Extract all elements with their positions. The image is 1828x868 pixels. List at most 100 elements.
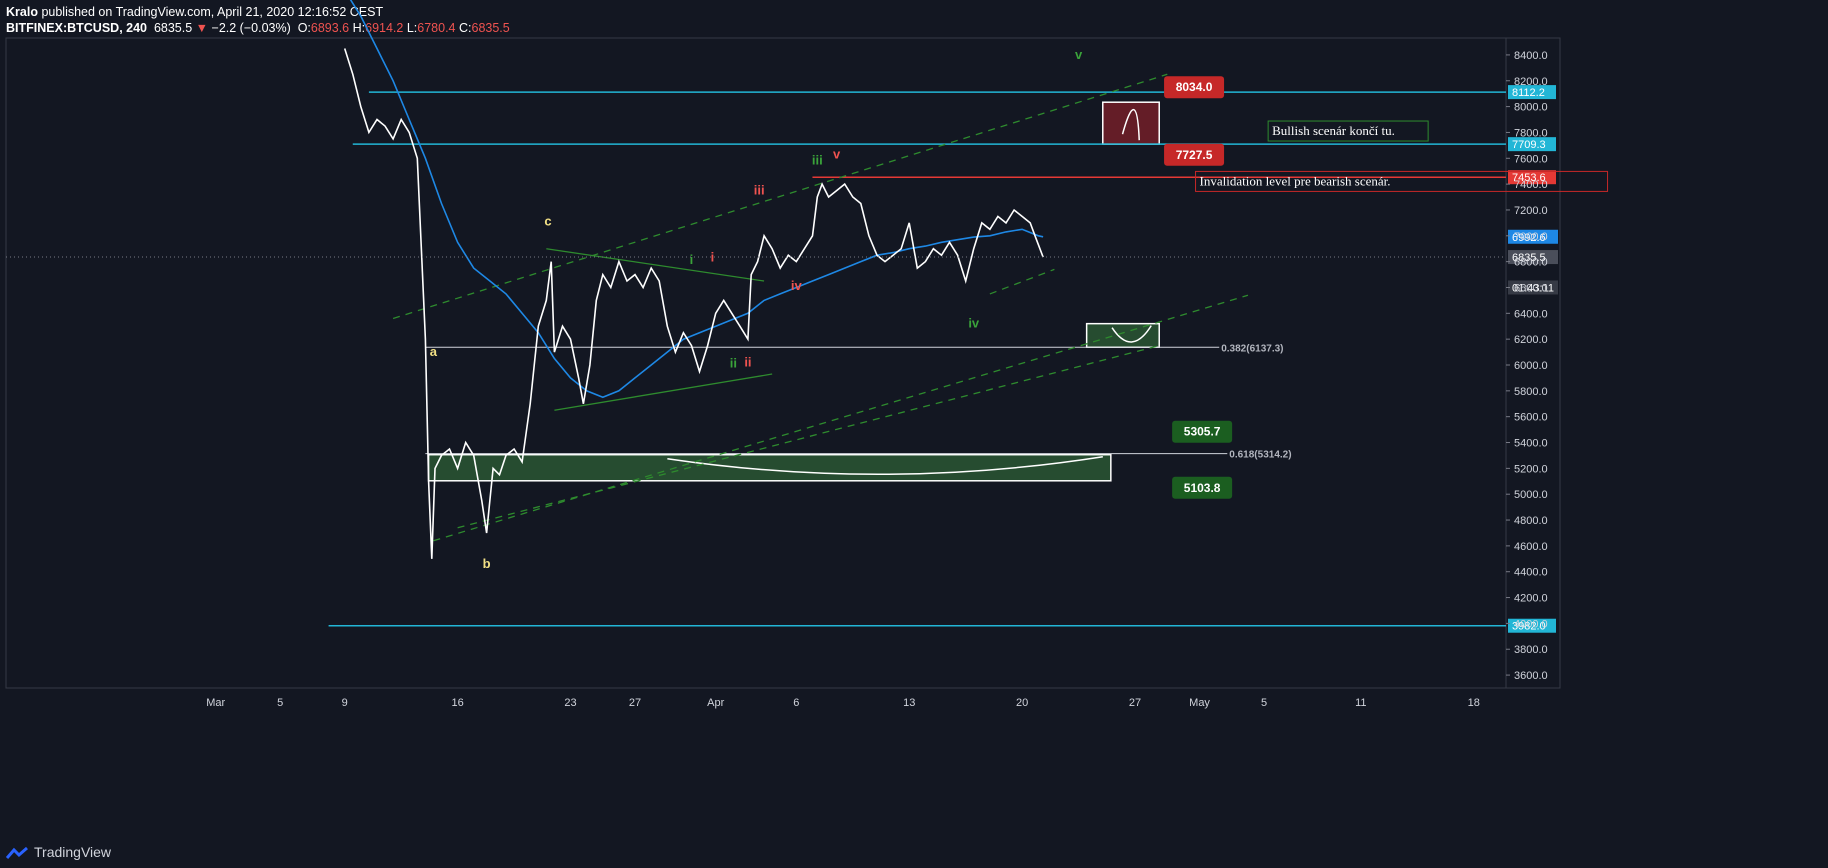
axis-tag-label: 6835.5 — [1512, 252, 1546, 264]
y-tick-label: 5000.0 — [1514, 489, 1548, 501]
axes-layer: 8400.0 8200.0 8000.0 7800.0 7600.0 7400.0 7200… — [6, 50, 1548, 709]
x-tick-label: Mar — [206, 697, 225, 709]
y-tick-label: 4600.0 — [1514, 541, 1548, 553]
wave-label: ii — [730, 356, 737, 371]
wave-label: b — [483, 556, 491, 571]
low-value: 6780.4 — [417, 21, 456, 35]
tradingview-logo-icon — [6, 846, 28, 859]
trend-line — [457, 344, 1160, 529]
trendlines-layer — [392, 73, 1249, 542]
y-tick-label: 7200.0 — [1514, 205, 1548, 217]
y-tick-label: 8400.0 — [1514, 50, 1548, 62]
symbol-label[interactable]: BITFINEX:BTCUSD, 240 — [6, 21, 147, 35]
callout-box — [1172, 476, 1233, 499]
trend-line — [433, 294, 1249, 542]
callout-label: 5305.7 — [1184, 425, 1221, 439]
y-tick-label: 7400.0 — [1514, 179, 1548, 191]
x-tick-label: 27 — [629, 697, 641, 709]
y-tick-label: 6600.0 — [1514, 282, 1548, 294]
price-level-label: 7709.3 — [1512, 139, 1546, 151]
y-tick-label: 7800.0 — [1514, 127, 1548, 139]
ohlc-legend: BITFINEX:BTCUSD, 240 6835.5 ▼ −2.2 (−0.0… — [6, 21, 510, 35]
x-tick-label: Apr — [707, 697, 724, 709]
y-tick-label: 4200.0 — [1514, 593, 1548, 605]
x-tick-label: 13 — [903, 697, 915, 709]
trend-line — [392, 73, 1168, 320]
change-arrow-icon: ▼ — [195, 21, 209, 35]
wave-label: iv — [791, 278, 803, 293]
callout-box — [1164, 76, 1225, 99]
axis-tag — [1508, 250, 1558, 265]
y-tick-label: 7000.0 — [1514, 231, 1548, 243]
fib-label: 0.618(5314.2) — [1229, 450, 1291, 461]
trend-line — [546, 248, 765, 282]
last-price: 6835.5 — [153, 21, 193, 35]
footer-bar: TradingView — [0, 838, 1828, 868]
callout-box — [1172, 420, 1233, 443]
moving-average-line — [349, 0, 1044, 399]
notes-layer: 8034.0 7727.5 5305.7 5103.8 Bullish scenár k… — [1164, 76, 1609, 499]
fib-label: 0.382(6137.3) — [1221, 343, 1283, 354]
wave-label: i — [711, 250, 715, 265]
target-zone — [1102, 101, 1160, 145]
trend-line — [989, 268, 1055, 295]
published-text: published on TradingView.com, April 21, … — [41, 5, 384, 19]
note-text: Bullish scenár končí tu. — [1272, 123, 1395, 138]
y-tick-label: 6400.0 — [1514, 308, 1548, 320]
x-tick-label: 5 — [1261, 697, 1267, 709]
scenario-arrow — [1121, 108, 1140, 141]
wave-label: ii — [744, 354, 751, 369]
y-tick-label: 5200.0 — [1514, 463, 1548, 475]
x-tick-label: 27 — [1129, 697, 1141, 709]
price-chart[interactable]: 8112.2 7709.3 7453.6 3982.0 6992.6 6835.5 01:4… — [0, 0, 1828, 838]
y-tick-label: 3800.0 — [1514, 644, 1548, 656]
price-level-label: 7453.6 — [1512, 172, 1546, 184]
y-tick-label: 8000.0 — [1514, 102, 1548, 114]
price-change: −2.2 (−0.03%) — [211, 21, 291, 35]
price-level-tag — [1508, 170, 1556, 185]
x-tick-label: 5 — [277, 697, 283, 709]
note-text: Invalidation level pre bearish scenár. — [1200, 173, 1391, 188]
axis-tag-label: 6992.6 — [1512, 232, 1546, 244]
trend-line — [554, 373, 773, 411]
close-label: C: — [459, 21, 472, 35]
low-label: L: — [406, 21, 418, 35]
y-tick-label: 4400.0 — [1514, 567, 1548, 579]
chart-frame — [5, 37, 1561, 689]
y-tick-label: 4000.0 — [1514, 618, 1548, 630]
y-tick-label: 6200.0 — [1514, 334, 1548, 346]
y-tick-label: 6800.0 — [1514, 257, 1548, 269]
high-value: 6914.2 — [365, 21, 404, 35]
axis-tag — [1508, 280, 1558, 295]
x-tick-label: 20 — [1016, 697, 1028, 709]
x-tick-label: 16 — [451, 697, 463, 709]
y-tick-label: 8200.0 — [1514, 76, 1548, 88]
brand-name[interactable]: TradingView — [34, 844, 112, 860]
note-box — [1195, 170, 1609, 192]
callout-label: 5103.8 — [1184, 481, 1221, 495]
x-tick-label: 6 — [793, 697, 799, 709]
chart-header: Kralo published on TradingView.com, Apri… — [0, 0, 1828, 42]
open-label: O: — [297, 21, 311, 35]
price-level-tag — [1508, 85, 1556, 100]
author-name[interactable]: Kralo — [6, 5, 38, 19]
target-zone — [427, 453, 1112, 482]
scenario-arrow — [1111, 325, 1152, 343]
price-level-label: 3982.0 — [1512, 621, 1546, 633]
high-label: H: — [352, 21, 366, 35]
price-line — [343, 48, 1044, 559]
wave-label: v — [833, 146, 841, 161]
x-tick-label: May — [1189, 697, 1210, 709]
y-tick-label: 5400.0 — [1514, 438, 1548, 450]
wave-label: a — [430, 344, 438, 359]
price-level-tag — [1508, 618, 1556, 633]
open-value: 6893.6 — [310, 21, 350, 35]
wave-label: c — [544, 213, 551, 228]
wave-label: iii — [812, 153, 823, 168]
x-tick-label: 23 — [564, 697, 576, 709]
y-tick-label: 6000.0 — [1514, 360, 1548, 372]
wave-label: i — [690, 252, 694, 267]
wave-label: iii — [754, 182, 765, 197]
y-tick-label: 5600.0 — [1514, 412, 1548, 424]
